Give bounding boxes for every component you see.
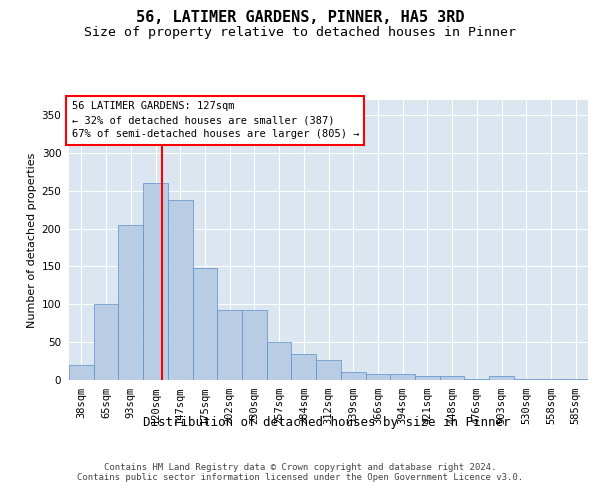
Text: Distribution of detached houses by size in Pinner: Distribution of detached houses by size … — [143, 416, 511, 429]
Bar — [464, 379, 489, 380]
Bar — [365, 374, 390, 380]
Bar — [143, 183, 168, 380]
Bar — [539, 379, 563, 380]
Bar — [489, 376, 514, 380]
Bar — [69, 365, 94, 380]
Y-axis label: Number of detached properties: Number of detached properties — [28, 152, 37, 328]
Bar — [563, 379, 588, 380]
Bar — [118, 225, 143, 380]
Bar — [415, 376, 440, 380]
Text: Size of property relative to detached houses in Pinner: Size of property relative to detached ho… — [84, 26, 516, 39]
Bar — [242, 310, 267, 380]
Bar — [267, 342, 292, 380]
Bar — [94, 304, 118, 380]
Bar — [168, 200, 193, 380]
Text: 56 LATIMER GARDENS: 127sqm
← 32% of detached houses are smaller (387)
67% of sem: 56 LATIMER GARDENS: 127sqm ← 32% of deta… — [71, 102, 359, 140]
Bar — [193, 268, 217, 380]
Bar — [217, 310, 242, 380]
Bar — [316, 360, 341, 380]
Bar — [341, 372, 365, 380]
Bar — [292, 354, 316, 380]
Text: 56, LATIMER GARDENS, PINNER, HA5 3RD: 56, LATIMER GARDENS, PINNER, HA5 3RD — [136, 10, 464, 25]
Text: Contains HM Land Registry data © Crown copyright and database right 2024.
Contai: Contains HM Land Registry data © Crown c… — [77, 463, 523, 482]
Bar — [514, 379, 539, 380]
Bar — [390, 374, 415, 380]
Bar — [440, 376, 464, 380]
